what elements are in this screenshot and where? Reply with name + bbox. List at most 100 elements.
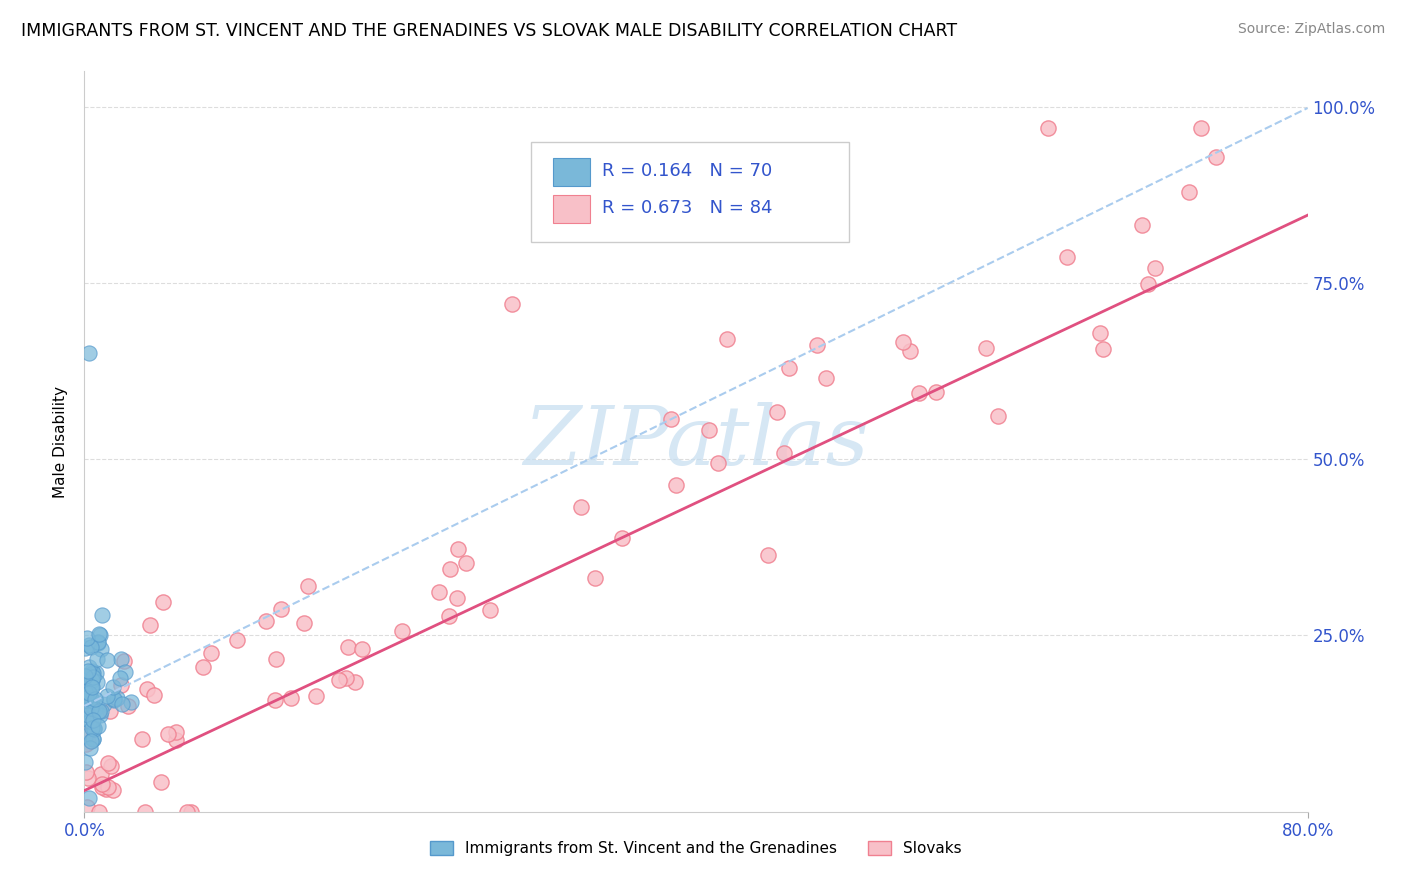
Legend: Immigrants from St. Vincent and the Grenadines, Slovaks: Immigrants from St. Vincent and the Gren…	[430, 841, 962, 856]
Point	[328, 673, 350, 687]
Point	[89, 805, 111, 819]
Point	[391, 624, 413, 639]
Point	[86, 675, 108, 690]
Point	[89, 708, 111, 723]
Point	[352, 641, 374, 656]
Point	[264, 652, 287, 666]
Point	[75, 640, 97, 655]
Point	[180, 805, 202, 819]
Point	[75, 737, 97, 751]
Point	[779, 360, 801, 375]
Point	[77, 701, 100, 715]
Point	[1036, 120, 1059, 135]
Point	[610, 531, 633, 545]
Point	[77, 771, 100, 785]
Point	[665, 478, 688, 492]
Point	[75, 728, 97, 742]
Point	[193, 660, 215, 674]
Point	[447, 541, 470, 556]
Point	[270, 602, 292, 616]
Point	[80, 721, 103, 735]
Point	[82, 692, 104, 706]
Point	[114, 665, 136, 680]
Point	[149, 774, 172, 789]
Point	[77, 660, 100, 674]
FancyBboxPatch shape	[553, 195, 589, 223]
Point	[73, 755, 96, 769]
Point	[814, 371, 837, 385]
Point	[83, 721, 105, 735]
Point	[84, 692, 107, 706]
Point	[80, 700, 103, 714]
Point	[87, 718, 110, 732]
Point	[200, 646, 222, 660]
Point	[80, 734, 103, 748]
Point	[427, 585, 450, 599]
Point	[454, 557, 477, 571]
Point	[716, 332, 738, 346]
Point	[77, 790, 100, 805]
Point	[76, 680, 98, 694]
Point	[75, 729, 97, 743]
Text: IMMIGRANTS FROM ST. VINCENT AND THE GRENADINES VS SLOVAK MALE DISABILITY CORRELA: IMMIGRANTS FROM ST. VINCENT AND THE GREN…	[21, 22, 957, 40]
Point	[987, 409, 1010, 423]
Point	[103, 692, 125, 706]
Point	[1056, 250, 1078, 264]
Point	[77, 686, 100, 700]
Point	[73, 685, 96, 699]
Point	[82, 732, 104, 747]
Point	[96, 689, 118, 703]
Point	[974, 341, 997, 355]
Point	[110, 678, 132, 692]
Point	[75, 704, 97, 718]
Point	[80, 665, 103, 679]
Point	[77, 638, 100, 652]
Point	[446, 591, 468, 606]
Point	[100, 704, 122, 718]
Point	[659, 412, 682, 426]
Point	[165, 733, 187, 747]
Point	[73, 669, 96, 683]
Point	[84, 666, 107, 681]
Text: R = 0.164   N = 70: R = 0.164 N = 70	[602, 162, 772, 180]
Point	[439, 562, 461, 576]
Point	[90, 642, 112, 657]
Point	[152, 594, 174, 608]
Point	[1178, 185, 1201, 199]
Point	[82, 731, 104, 746]
Point	[82, 666, 104, 681]
Point	[75, 765, 97, 780]
Point	[80, 666, 103, 681]
Point	[112, 654, 135, 668]
Point	[893, 335, 915, 350]
Point	[256, 614, 278, 628]
Point	[89, 704, 111, 718]
Point	[337, 640, 360, 654]
Point	[1136, 277, 1159, 291]
Point	[79, 741, 101, 756]
FancyBboxPatch shape	[553, 158, 589, 186]
Point	[82, 670, 104, 684]
Point	[134, 805, 156, 819]
Point	[1130, 219, 1153, 233]
Point	[101, 782, 124, 797]
Point	[79, 677, 101, 691]
Point	[479, 603, 502, 617]
Point	[82, 713, 104, 727]
Point	[335, 671, 357, 685]
Point	[1090, 326, 1112, 340]
Point	[263, 693, 285, 707]
Point	[157, 727, 180, 741]
Point	[908, 386, 931, 401]
Point	[75, 690, 97, 705]
Point	[583, 571, 606, 585]
Point	[80, 673, 103, 687]
Point	[89, 628, 111, 642]
Text: R = 0.673   N = 84: R = 0.673 N = 84	[602, 199, 772, 217]
Point	[93, 698, 115, 712]
Point	[280, 691, 302, 706]
Point	[165, 725, 187, 739]
Point	[437, 609, 460, 624]
Point	[90, 767, 112, 781]
Point	[773, 445, 796, 459]
